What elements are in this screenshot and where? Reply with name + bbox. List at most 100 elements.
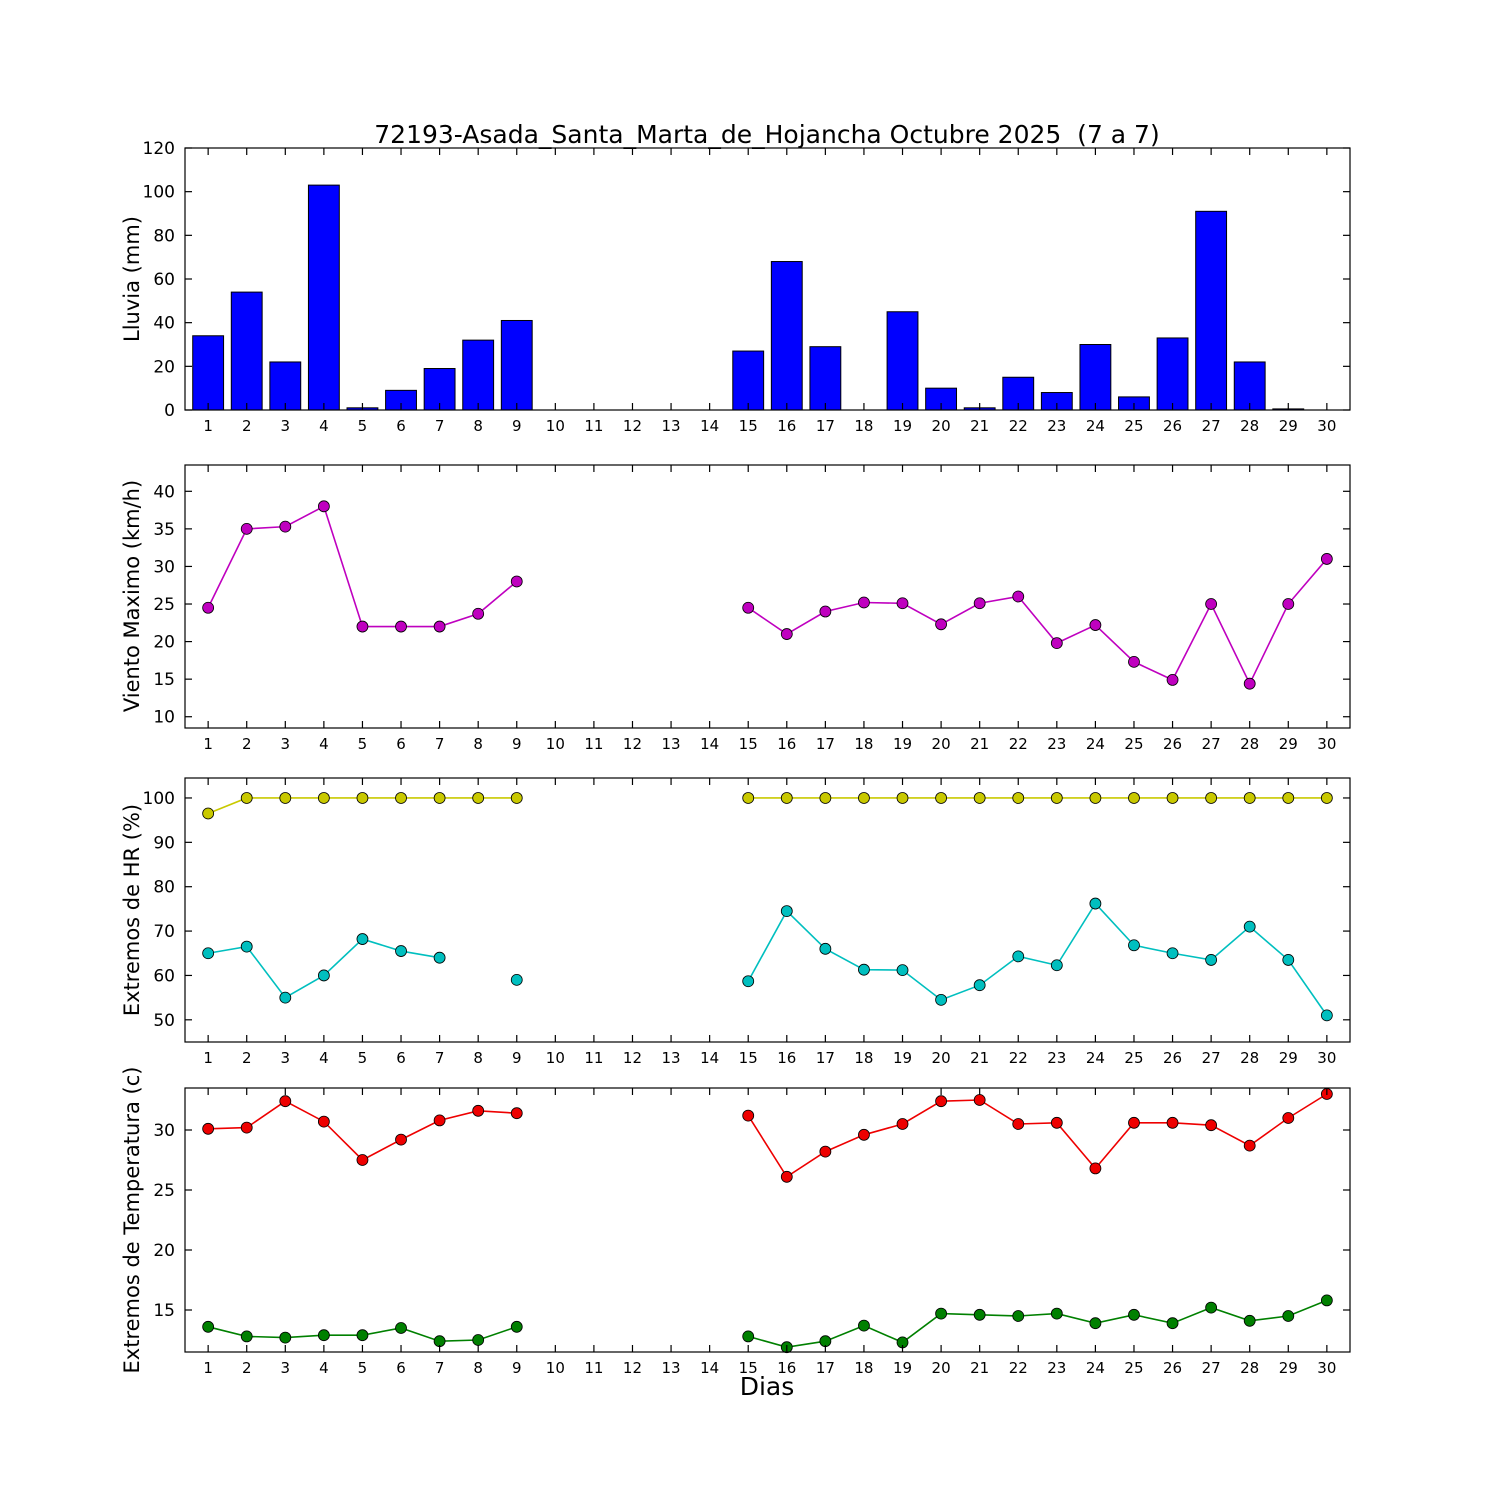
- xtick-label: 30: [1317, 417, 1336, 435]
- xtick-label: 12: [623, 1359, 642, 1377]
- marker-day-3: [279, 792, 292, 804]
- xtick-label: 13: [662, 1359, 681, 1377]
- xtick-label: 10: [546, 1049, 565, 1067]
- marker-day-29: [1282, 1310, 1295, 1322]
- xtick-label: 23: [1047, 417, 1066, 435]
- ylabel-lluvia: Lluvia (mm): [120, 216, 144, 342]
- marker-day-3: [279, 1095, 292, 1108]
- marker-day-23: [1050, 1116, 1063, 1129]
- xtick-label: 12: [623, 1049, 642, 1067]
- marker-day-28: [1243, 677, 1256, 690]
- bar-day-4: [307, 184, 340, 411]
- ylabel-viento: Viento Maximo (km/h): [120, 479, 144, 713]
- marker-day-27: [1205, 954, 1218, 966]
- ytick-label: 25: [153, 595, 175, 615]
- marker-day-16: [780, 792, 793, 804]
- xtick-label: 28: [1240, 1359, 1259, 1377]
- xtick-label: 20: [932, 735, 951, 753]
- marker-day-9: [510, 1107, 523, 1120]
- marker-day-1: [202, 1320, 215, 1333]
- xtick-label: 9: [512, 1049, 522, 1067]
- ytick-label: 50: [153, 1011, 175, 1031]
- xtick-label: 28: [1240, 417, 1259, 435]
- xtick-label: 18: [854, 1049, 873, 1067]
- marker-day-28: [1243, 1139, 1256, 1152]
- ytick-label: 15: [153, 670, 175, 690]
- marker-day-15: [742, 975, 755, 988]
- marker-day-28: [1243, 792, 1256, 804]
- xtick-label: 8: [473, 417, 483, 435]
- ytick-label: 35: [153, 520, 175, 540]
- ytick-label: 30: [153, 1121, 175, 1141]
- marker-day-1: [202, 1122, 215, 1135]
- marker-day-3: [279, 1331, 292, 1344]
- xtick-label: 24: [1086, 1049, 1105, 1067]
- xtick-label: 27: [1202, 1359, 1221, 1377]
- marker-day-22: [1012, 1118, 1025, 1130]
- marker-day-3: [279, 991, 292, 1004]
- xtick-label: 11: [584, 1049, 603, 1067]
- marker-day-25: [1128, 939, 1140, 952]
- xtick-label: 18: [854, 417, 873, 435]
- xtick-label: 30: [1317, 1359, 1336, 1377]
- marker-day-26: [1166, 947, 1179, 960]
- xtick-label: 14: [700, 735, 719, 753]
- marker-day-29: [1282, 598, 1295, 610]
- marker-day-29: [1282, 792, 1295, 804]
- xtick-label: 29: [1279, 1359, 1298, 1377]
- xtick-label: 23: [1047, 1049, 1066, 1067]
- marker-day-5: [356, 1329, 369, 1342]
- marker-day-1: [202, 601, 215, 614]
- marker-day-25: [1128, 655, 1140, 668]
- xtick-label: 20: [932, 417, 951, 435]
- xtick-label: 19: [893, 1359, 912, 1377]
- marker-day-25: [1128, 792, 1140, 804]
- marker-day-4: [317, 1329, 330, 1342]
- xtick-label: 16: [777, 735, 796, 753]
- marker-day-20: [935, 993, 947, 1006]
- bar-day-26: [1156, 337, 1189, 411]
- xtick-label: 23: [1047, 1359, 1066, 1377]
- marker-day-9: [510, 575, 523, 588]
- marker-day-15: [742, 1109, 755, 1122]
- marker-day-26: [1166, 792, 1179, 804]
- xtick-label: 6: [396, 417, 406, 435]
- marker-day-4: [317, 1115, 330, 1128]
- panel-lluvia-series: [192, 184, 1305, 411]
- xtick-label: 30: [1317, 735, 1336, 753]
- xtick-label: 13: [662, 735, 681, 753]
- bar-day-3: [269, 361, 302, 411]
- marker-day-9: [510, 973, 523, 986]
- marker-day-7: [433, 620, 446, 633]
- xtick-label: 19: [893, 417, 912, 435]
- xtick-label: 15: [739, 417, 758, 435]
- xtick-label: 3: [281, 1049, 291, 1067]
- marker-day-19: [896, 964, 909, 977]
- xtick-label: 25: [1124, 417, 1143, 435]
- xtick-label: 22: [1009, 1049, 1028, 1067]
- marker-day-21: [973, 1308, 986, 1321]
- marker-day-18: [858, 1128, 870, 1141]
- marker-day-5: [356, 933, 369, 945]
- xtick-label: 30: [1317, 1049, 1336, 1067]
- marker-day-8: [472, 607, 485, 620]
- xtick-label: 9: [512, 735, 522, 753]
- marker-day-16: [780, 628, 793, 640]
- xtick-label: 10: [546, 1359, 565, 1377]
- xtick-label: 12: [623, 735, 642, 753]
- marker-day-26: [1166, 1317, 1179, 1330]
- marker-day-27: [1205, 598, 1218, 610]
- marker-day-7: [433, 951, 446, 964]
- xtick-label: 22: [1009, 735, 1028, 753]
- marker-day-16: [780, 905, 793, 918]
- xtick-label: 27: [1202, 735, 1221, 753]
- xtick-label: 16: [777, 417, 796, 435]
- marker-day-6: [395, 792, 407, 804]
- ytick-label: 60: [153, 966, 175, 986]
- marker-day-17: [819, 792, 832, 804]
